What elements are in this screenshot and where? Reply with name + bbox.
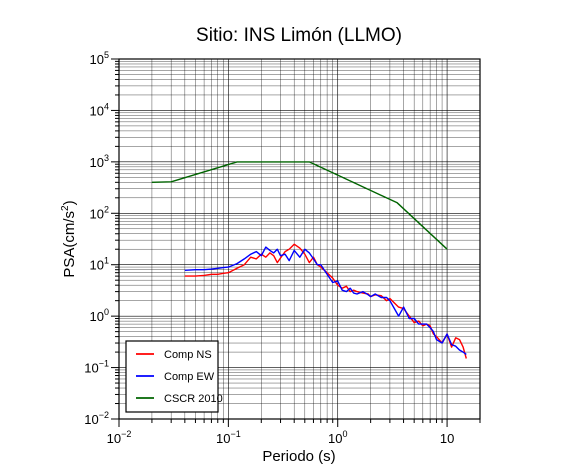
y-tick-label: 104	[90, 101, 109, 118]
y-tick-base: 10	[90, 206, 104, 221]
x-tick-label: 10−1	[216, 429, 241, 446]
legend-label: Comp NS	[164, 349, 212, 361]
y-axis-label-text: PSA(cm/s	[61, 211, 78, 278]
y-tick-label: 105	[90, 50, 109, 67]
chart-title: Sitio: INS Limón (LLMO)	[196, 25, 402, 46]
legend: Comp NS Comp EW CSCR 2010	[125, 340, 223, 413]
y-tick-exp: 1	[104, 256, 109, 266]
x-axis-label: Periodo (s)	[262, 448, 335, 465]
x-tick-label: 100	[328, 429, 347, 446]
x-tick-exp: −1	[230, 429, 240, 439]
x-tick-label: 10	[440, 431, 454, 446]
y-tick-base: 10	[84, 361, 98, 376]
y-axis-label-exp: 2	[60, 205, 71, 211]
legend-label: Comp EW	[164, 371, 215, 383]
x-tick-base: 10	[328, 431, 342, 446]
series-comp-ns-line	[184, 243, 467, 359]
y-tick-exp: 5	[104, 50, 109, 60]
x-tick-base: 10	[440, 431, 454, 446]
plot-frame	[118, 58, 481, 420]
y-tick-exp: 0	[104, 307, 109, 317]
x-tick-label: 10−2	[107, 429, 132, 446]
y-tick-exp: 2	[104, 204, 109, 214]
y-tick-label: 10−2	[84, 410, 109, 427]
y-tick-base: 10	[90, 309, 104, 324]
y-axis-label-close: )	[61, 200, 78, 205]
y-tick-label: 103	[90, 153, 109, 170]
x-tick-base: 10	[107, 431, 121, 446]
y-tick-base: 10	[90, 103, 104, 118]
y-tick-base: 10	[90, 155, 104, 170]
legend-label: CSCR 2010	[164, 393, 223, 405]
y-tick-exp: 3	[104, 153, 109, 163]
y-tick-label: 102	[90, 204, 109, 221]
y-tick-base: 10	[90, 52, 104, 67]
y-tick-exp: −1	[99, 359, 109, 369]
y-tick-exp: 4	[104, 101, 109, 111]
series-comp-ew-line	[184, 246, 467, 355]
y-tick-label: 100	[90, 307, 109, 324]
y-tick-exp: −2	[99, 410, 109, 420]
x-tick-exp: −2	[121, 429, 131, 439]
y-tick-label: 10−1	[84, 359, 109, 376]
y-tick-label: 101	[90, 256, 109, 273]
y-axis-label: PSA(cm/s2)	[60, 200, 78, 277]
axis-ticks	[111, 58, 481, 427]
y-tick-base: 10	[90, 258, 104, 273]
x-tick-labels: 10−2 10−1 100 10	[107, 429, 455, 446]
y-tick-base: 10	[84, 412, 98, 427]
x-tick-base: 10	[216, 431, 230, 446]
x-tick-exp: 0	[342, 429, 347, 439]
series-lines	[151, 161, 467, 359]
series-cscr-2010-line	[151, 161, 448, 250]
